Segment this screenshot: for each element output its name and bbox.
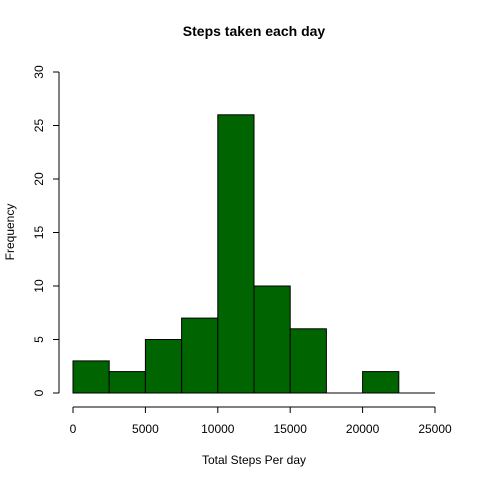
x-tick-label-1: 5000	[132, 422, 159, 436]
histogram-bar-8	[362, 371, 400, 394]
y-tick-label-6: 30	[32, 65, 46, 79]
x-tick-label-4: 20000	[346, 422, 380, 436]
histogram-bar-3	[181, 317, 219, 394]
y-tick-label-1: 5	[32, 336, 46, 343]
histogram-bar-1	[108, 371, 146, 394]
x-tick-label-2: 10000	[201, 422, 235, 436]
x-tick-label-3: 15000	[274, 422, 308, 436]
x-tick-label-5: 25000	[418, 422, 452, 436]
histogram-bar-6	[289, 328, 327, 394]
histogram-bar-0	[72, 360, 110, 394]
y-tick-label-0: 0	[32, 389, 46, 396]
x-axis: 0 5000 10000 15000 20000 25000	[70, 406, 452, 436]
y-tick-label-4: 20	[32, 172, 46, 186]
y-axis: 0 5 10 15 20 25 30	[32, 65, 60, 396]
y-tick-label-2: 10	[32, 279, 46, 293]
x-tick-label-0: 0	[70, 422, 77, 436]
histogram-bar-5	[253, 285, 291, 394]
y-tick-label-3: 15	[32, 226, 46, 240]
histogram-bar-2	[144, 339, 183, 394]
y-axis-label: Frequency	[3, 204, 17, 261]
bars-group	[72, 114, 435, 394]
y-tick-label-5: 25	[32, 119, 46, 133]
histogram-bar-4	[217, 114, 255, 394]
chart-title: Steps taken each day	[183, 23, 326, 39]
x-axis-label: Total Steps Per day	[202, 453, 306, 467]
